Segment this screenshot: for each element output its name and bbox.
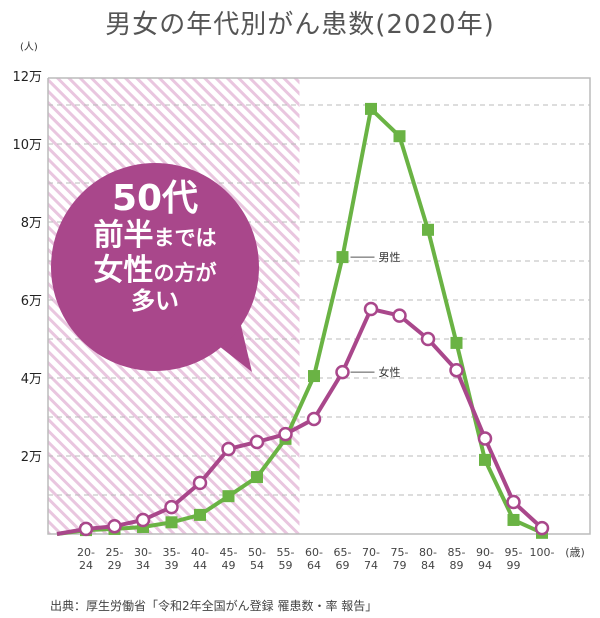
x-tick-label: 25- [106, 546, 124, 559]
x-tick-label: 45- [220, 546, 238, 559]
data-point-female [107, 518, 122, 534]
data-point-male [222, 490, 235, 503]
data-point-male [507, 513, 520, 526]
data-point-male [422, 223, 434, 236]
data-point-male [450, 336, 463, 349]
data-point-female [78, 521, 94, 537]
data-point-female [534, 520, 550, 536]
x-tick-label: 39 [165, 559, 179, 572]
x-tick-label: 24 [79, 559, 93, 572]
data-point-female [477, 431, 493, 446]
data-point-male [365, 102, 377, 115]
source-note: 出典：厚生労働省「令和2年全国がん登録 罹患数・率 報告」 [50, 599, 378, 613]
x-tick-label: 70- [362, 546, 380, 559]
series-label: 女性 [379, 365, 401, 379]
x-tick-label: 79 [393, 559, 407, 572]
callout-line3-small: の方が [153, 260, 217, 285]
callout-line1: 50代 [111, 178, 199, 219]
x-tick-label: 44 [193, 559, 207, 572]
x-tick-label: 30- [134, 546, 152, 559]
x-tick-label: 50- [248, 546, 266, 559]
x-tick-label: 100- [530, 546, 555, 559]
x-tick-label: 90- [476, 546, 494, 559]
callout-circle [51, 163, 259, 371]
plot-frame [47, 77, 591, 535]
x-axis-unit: (歳) [565, 546, 585, 559]
x-tick-label: 99 [507, 559, 521, 572]
data-point-female [449, 362, 464, 378]
x-tick-label: 74 [364, 559, 378, 572]
data-point-female [392, 308, 407, 323]
x-tick-label: 89 [450, 559, 464, 572]
callout-text: 50代 前半までは 女性の方が 多い [50, 178, 260, 316]
y-tick-label: 10万 [12, 138, 42, 153]
x-tick-label: 20- [77, 546, 95, 559]
x-tick-label: 95- [505, 546, 523, 559]
x-tick-label: 29 [108, 559, 122, 572]
data-point-female [335, 364, 350, 380]
callout-line2-small: までは [153, 226, 217, 251]
callout-line2-big: 前半 [93, 218, 154, 254]
y-tick-label: 6万 [21, 294, 42, 309]
y-tick-label: 2万 [21, 450, 42, 465]
series-label: 男性 [379, 250, 401, 264]
x-tick-label: 80- [419, 546, 437, 559]
data-point-male [308, 370, 320, 383]
data-point-female [192, 475, 208, 491]
x-tick-label: 60- [305, 546, 323, 559]
data-point-male [479, 453, 491, 466]
data-point-male [336, 251, 349, 264]
callout-bubble [51, 163, 259, 372]
x-tick-label: 94 [478, 559, 492, 572]
x-tick-label: 40- [191, 546, 209, 559]
x-tick-label: 34 [136, 559, 150, 572]
x-tick-label: 49 [222, 559, 236, 572]
data-point-female [221, 441, 236, 457]
data-point-female [506, 494, 521, 510]
data-point-female [420, 331, 436, 347]
data-point-female [306, 411, 322, 427]
x-tick-label: 65- [334, 546, 352, 559]
x-tick-label: 64 [307, 559, 321, 572]
chart-title: 男女の年代別がん患数(2020年) [105, 10, 495, 40]
x-tick-label: 55- [277, 546, 295, 559]
data-point-female [164, 499, 179, 515]
data-point-male [393, 130, 406, 143]
x-tick-label: 85- [448, 546, 466, 559]
callout-line3-big: 女性 [93, 252, 154, 288]
data-point-male [165, 516, 178, 529]
data-point-female [278, 426, 293, 442]
x-tick-label: 54 [250, 559, 264, 572]
x-tick-label: 35- [163, 546, 181, 559]
x-tick-label: 59 [279, 559, 293, 572]
y-tick-label: 4万 [21, 372, 42, 387]
y-tick-label: 8万 [21, 216, 42, 231]
x-tick-label: 75- [391, 546, 409, 559]
data-point-male [194, 508, 206, 521]
y-axis-unit: (人) [20, 41, 38, 53]
data-point-female [135, 512, 151, 528]
x-tick-label: 84 [421, 559, 435, 572]
data-point-female [363, 301, 379, 317]
data-point-male [251, 471, 263, 484]
data-point-female [249, 434, 265, 450]
callout-line4: 多い [131, 287, 179, 316]
x-tick-label: 69 [336, 559, 350, 572]
y-tick-label: 12万 [12, 70, 42, 85]
